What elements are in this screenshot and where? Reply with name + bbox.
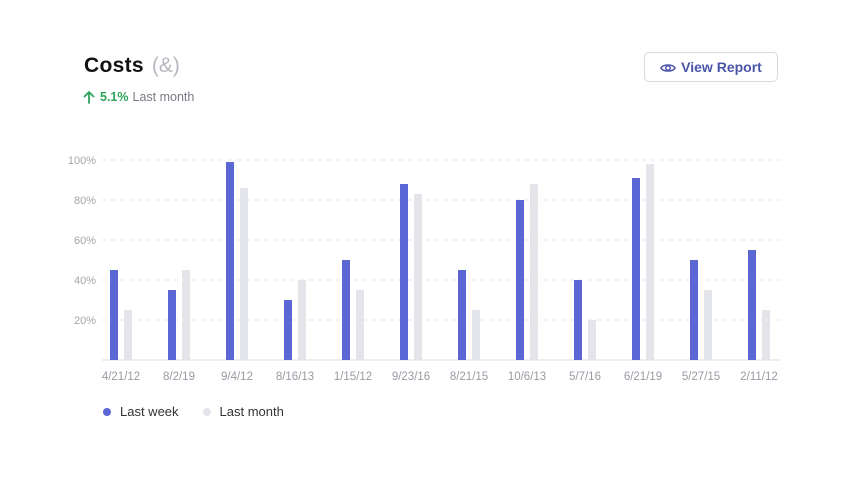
x-tick-label: 10/6/13: [508, 371, 546, 383]
legend-swatch-last-week: [103, 407, 111, 416]
x-tick-label: 8/21/15: [450, 371, 488, 383]
x-tick-label: 9/4/12: [221, 371, 253, 383]
bar-last-month: [530, 184, 538, 360]
bar-last-month: [298, 280, 306, 360]
chart-legend: Last week Last month: [103, 404, 308, 419]
view-report-label: View Report: [681, 59, 762, 75]
y-tick-label: 20%: [74, 315, 96, 327]
view-report-button[interactable]: View Report: [644, 52, 778, 82]
bar-last-week: [284, 300, 292, 360]
bar-last-month: [704, 290, 712, 360]
delta-label: Last month: [132, 90, 195, 104]
bar-last-month: [124, 310, 132, 360]
bar-last-week: [458, 270, 466, 360]
legend-item-last-week: Last week: [103, 404, 179, 419]
x-tick-label: 8/2/19: [163, 371, 195, 383]
arrow-up-icon: [82, 89, 96, 105]
bar-last-week: [226, 162, 234, 360]
eye-icon: [660, 61, 677, 73]
y-tick-label: 100%: [68, 155, 96, 167]
chart-unit: (&): [151, 54, 180, 77]
y-tick-label: 80%: [74, 195, 96, 207]
legend-item-last-month: Last month: [202, 404, 284, 419]
chart-title: Costs: [84, 54, 144, 77]
bar-last-week: [110, 270, 118, 360]
y-tick-label: 40%: [74, 275, 96, 287]
x-tick-label: 2/11/12: [740, 371, 778, 383]
bar-last-month: [472, 310, 480, 360]
delta-row: 5.1% Last month: [82, 89, 194, 105]
bar-last-month: [588, 320, 596, 360]
legend-swatch-last-month: [202, 407, 211, 416]
bar-last-week: [632, 178, 640, 360]
bar-last-week: [690, 260, 698, 360]
x-tick-label: 1/15/12: [334, 371, 372, 383]
bar-last-month: [414, 194, 422, 360]
x-tick-label: 5/27/15: [682, 371, 720, 383]
bar-last-week: [342, 260, 350, 360]
bar-last-month: [182, 270, 190, 360]
bar-last-month: [646, 164, 654, 360]
bar-last-week: [168, 290, 176, 360]
bar-last-month: [240, 188, 248, 360]
x-tick-label: 8/16/13: [276, 371, 314, 383]
bar-last-week: [516, 200, 524, 360]
legend-label-last-week: Last week: [120, 404, 179, 419]
y-tick-label: 60%: [74, 235, 96, 247]
bar-last-week: [574, 280, 582, 360]
legend-label-last-month: Last month: [219, 404, 284, 419]
bar-last-week: [400, 184, 408, 360]
bar-last-month: [762, 310, 770, 360]
x-tick-label: 4/21/12: [102, 371, 140, 383]
title-row: Costs (&): [84, 54, 180, 78]
x-tick-label: 9/23/16: [392, 371, 430, 383]
bar-last-month: [356, 290, 364, 360]
x-tick-label: 6/21/19: [624, 371, 662, 383]
x-tick-label: 5/7/16: [569, 371, 601, 383]
delta-value: 5.1%: [100, 90, 129, 104]
bar-last-week: [748, 250, 756, 360]
